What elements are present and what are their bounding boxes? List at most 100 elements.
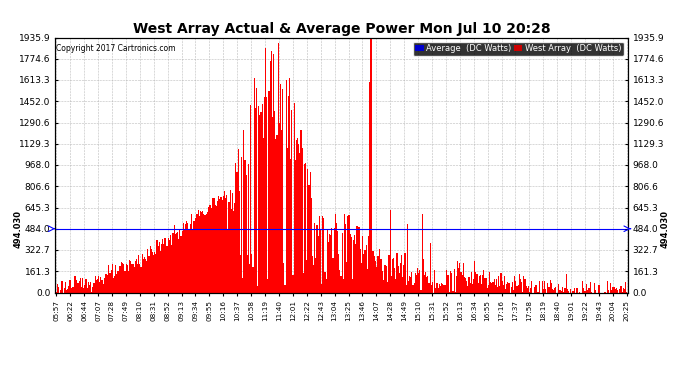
Bar: [376, 267, 377, 292]
Bar: [566, 289, 568, 292]
Bar: [613, 287, 615, 292]
Bar: [505, 289, 506, 292]
Bar: [190, 214, 192, 292]
Bar: [589, 288, 590, 292]
Bar: [467, 286, 469, 292]
Bar: [135, 261, 136, 292]
Bar: [275, 139, 277, 292]
Bar: [312, 256, 313, 292]
Bar: [178, 239, 179, 292]
Bar: [584, 291, 585, 292]
Bar: [220, 197, 221, 292]
Bar: [408, 280, 409, 292]
Bar: [520, 279, 521, 292]
Bar: [290, 159, 291, 292]
Bar: [262, 104, 263, 292]
Bar: [551, 283, 552, 292]
Bar: [484, 278, 486, 292]
Bar: [257, 286, 258, 292]
Bar: [74, 276, 75, 292]
Bar: [382, 271, 383, 292]
Bar: [70, 288, 72, 292]
Bar: [404, 253, 406, 292]
Bar: [60, 290, 61, 292]
Bar: [411, 272, 413, 292]
Bar: [543, 289, 544, 292]
Bar: [504, 276, 505, 292]
Bar: [624, 289, 625, 292]
Bar: [306, 260, 307, 292]
Bar: [162, 239, 164, 292]
Bar: [528, 286, 529, 292]
Bar: [371, 38, 373, 292]
Bar: [503, 285, 504, 292]
Bar: [562, 287, 563, 292]
Bar: [251, 254, 253, 292]
Bar: [200, 211, 201, 292]
Bar: [266, 97, 267, 292]
Bar: [366, 269, 368, 292]
Bar: [486, 288, 488, 292]
Bar: [192, 229, 193, 292]
Bar: [617, 290, 618, 292]
Bar: [67, 289, 68, 292]
Bar: [423, 260, 424, 292]
Bar: [209, 204, 210, 292]
Bar: [299, 153, 300, 292]
Bar: [350, 234, 351, 292]
Bar: [552, 289, 553, 292]
Bar: [259, 116, 260, 292]
Bar: [394, 268, 395, 292]
Bar: [361, 263, 362, 292]
Bar: [456, 276, 457, 292]
Bar: [291, 110, 293, 292]
Bar: [128, 271, 129, 292]
Bar: [124, 270, 126, 292]
Bar: [112, 264, 113, 292]
Bar: [319, 216, 320, 292]
Bar: [397, 266, 399, 292]
Bar: [488, 285, 489, 292]
Bar: [82, 279, 83, 292]
Bar: [401, 255, 402, 292]
Bar: [393, 258, 394, 292]
Bar: [339, 270, 340, 292]
Bar: [518, 285, 519, 292]
Bar: [403, 266, 404, 292]
Bar: [514, 276, 515, 292]
Bar: [108, 265, 110, 292]
Bar: [176, 233, 177, 292]
Bar: [280, 84, 281, 292]
Bar: [282, 89, 284, 292]
Bar: [241, 156, 242, 292]
Bar: [159, 242, 160, 292]
Bar: [523, 276, 524, 292]
Bar: [300, 130, 302, 292]
Bar: [127, 265, 128, 292]
Bar: [302, 148, 303, 292]
Bar: [208, 207, 209, 292]
Bar: [465, 278, 466, 292]
Bar: [451, 273, 453, 292]
Bar: [359, 227, 360, 292]
Bar: [373, 256, 375, 292]
Bar: [239, 191, 240, 292]
Bar: [426, 277, 427, 292]
Bar: [313, 264, 314, 292]
Bar: [263, 138, 264, 292]
Bar: [474, 261, 475, 292]
Bar: [167, 246, 168, 292]
Bar: [180, 236, 181, 292]
Bar: [268, 91, 270, 292]
Bar: [444, 285, 446, 292]
Bar: [418, 273, 420, 292]
Bar: [594, 283, 595, 292]
Bar: [542, 281, 543, 292]
Bar: [333, 228, 335, 292]
Bar: [577, 288, 578, 292]
Bar: [586, 284, 587, 292]
Bar: [296, 141, 297, 292]
Bar: [204, 215, 206, 292]
Bar: [255, 108, 256, 292]
Bar: [187, 223, 188, 292]
